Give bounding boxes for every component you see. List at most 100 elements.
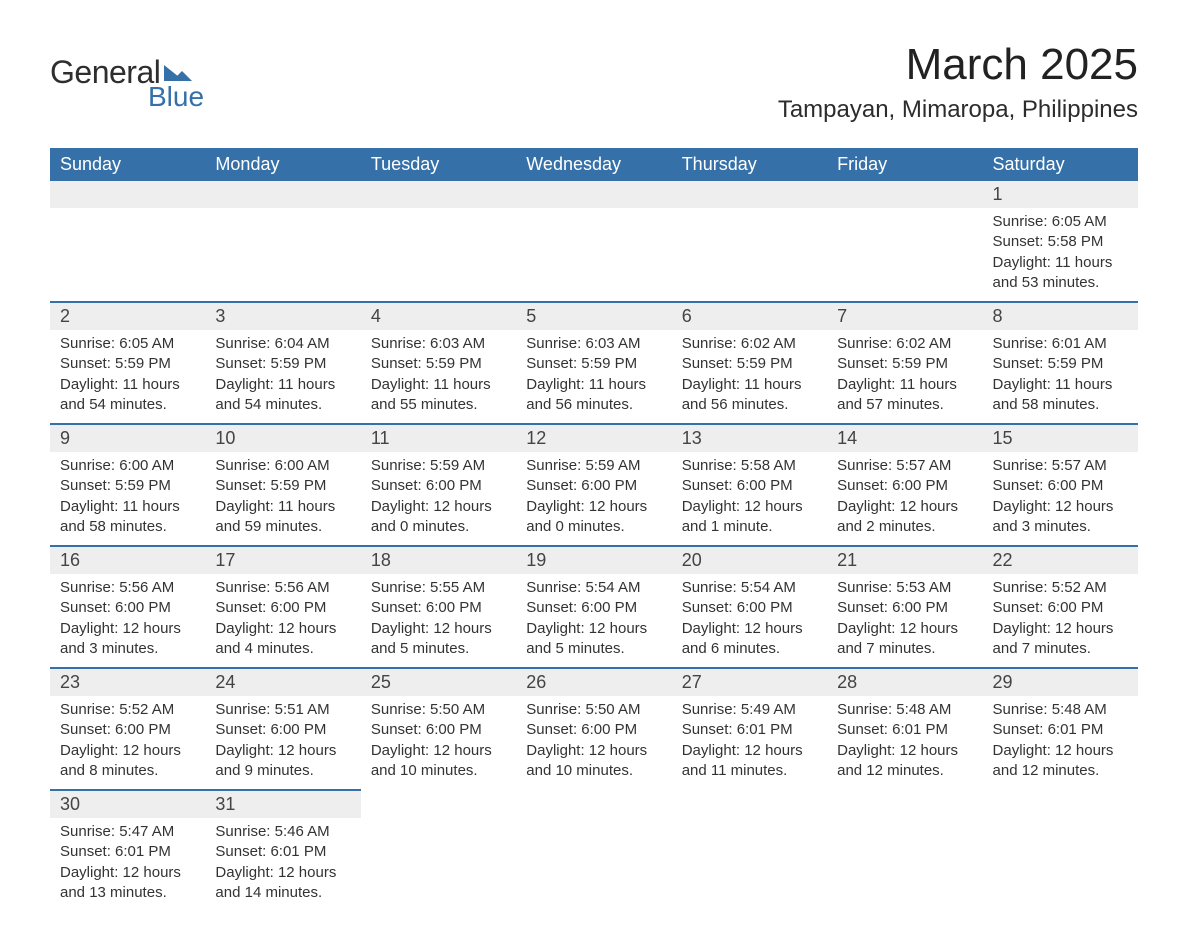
day-daylight1: Daylight: 12 hours <box>215 741 350 761</box>
day-daylight1: Daylight: 11 hours <box>837 375 972 395</box>
day-daylight1: Daylight: 11 hours <box>526 375 661 395</box>
day-number: 2 <box>60 306 70 326</box>
day-daylight2: and 11 minutes. <box>682 761 817 781</box>
day-number-cell <box>827 790 982 818</box>
day-sunrise: Sunrise: 6:05 AM <box>993 212 1128 232</box>
weekday-thursday: Thursday <box>672 148 827 181</box>
day-daylight1: Daylight: 11 hours <box>993 375 1128 395</box>
day-daylight2: and 10 minutes. <box>526 761 661 781</box>
day-sunset: Sunset: 6:00 PM <box>60 598 195 618</box>
day-number-cell: 9 <box>50 424 205 452</box>
day-number: 4 <box>371 306 381 326</box>
day-content-cell <box>516 818 671 911</box>
day-sunset: Sunset: 5:59 PM <box>526 354 661 374</box>
day-sunset: Sunset: 5:59 PM <box>993 354 1128 374</box>
day-daylight2: and 7 minutes. <box>993 639 1128 659</box>
day-number: 27 <box>682 672 702 692</box>
month-title: March 2025 <box>778 40 1138 90</box>
day-sunrise: Sunrise: 5:52 AM <box>60 700 195 720</box>
day-number: 24 <box>215 672 235 692</box>
week-content-row: Sunrise: 6:05 AMSunset: 5:58 PMDaylight:… <box>50 208 1138 302</box>
day-content-cell: Sunrise: 5:55 AMSunset: 6:00 PMDaylight:… <box>361 574 516 668</box>
day-number: 6 <box>682 306 692 326</box>
day-sunset: Sunset: 6:01 PM <box>682 720 817 740</box>
day-sunrise: Sunrise: 5:56 AM <box>60 578 195 598</box>
day-content-cell: Sunrise: 6:02 AMSunset: 5:59 PMDaylight:… <box>672 330 827 424</box>
day-content-cell: Sunrise: 5:53 AMSunset: 6:00 PMDaylight:… <box>827 574 982 668</box>
day-daylight1: Daylight: 12 hours <box>682 619 817 639</box>
day-daylight1: Daylight: 11 hours <box>60 497 195 517</box>
day-number-cell: 31 <box>205 790 360 818</box>
day-number: 30 <box>60 794 80 814</box>
calendar-table: Sunday Monday Tuesday Wednesday Thursday… <box>50 148 1138 911</box>
day-content-cell: Sunrise: 5:50 AMSunset: 6:00 PMDaylight:… <box>516 696 671 790</box>
day-number-cell <box>827 181 982 208</box>
day-sunrise: Sunrise: 6:00 AM <box>215 456 350 476</box>
location: Tampayan, Mimaropa, Philippines <box>778 96 1138 124</box>
day-daylight2: and 4 minutes. <box>215 639 350 659</box>
day-content-cell: Sunrise: 5:52 AMSunset: 6:00 PMDaylight:… <box>50 696 205 790</box>
day-daylight2: and 12 minutes. <box>993 761 1128 781</box>
day-number-cell: 26 <box>516 668 671 696</box>
day-daylight1: Daylight: 12 hours <box>837 497 972 517</box>
day-daylight1: Daylight: 12 hours <box>60 741 195 761</box>
day-number: 26 <box>526 672 546 692</box>
day-daylight2: and 58 minutes. <box>60 517 195 537</box>
day-daylight1: Daylight: 12 hours <box>215 863 350 883</box>
day-sunset: Sunset: 6:01 PM <box>60 842 195 862</box>
day-sunrise: Sunrise: 5:51 AM <box>215 700 350 720</box>
day-content-cell <box>361 208 516 302</box>
day-sunset: Sunset: 6:00 PM <box>371 598 506 618</box>
day-sunrise: Sunrise: 5:47 AM <box>60 822 195 842</box>
day-sunset: Sunset: 6:00 PM <box>526 720 661 740</box>
day-sunrise: Sunrise: 5:53 AM <box>837 578 972 598</box>
day-number-cell <box>672 181 827 208</box>
day-number-cell: 8 <box>983 302 1138 330</box>
day-number-cell: 21 <box>827 546 982 574</box>
day-daylight1: Daylight: 12 hours <box>682 497 817 517</box>
day-daylight2: and 8 minutes. <box>60 761 195 781</box>
header: General Blue March 2025 Tampayan, Mimaro… <box>50 40 1138 124</box>
day-content-cell: Sunrise: 5:49 AMSunset: 6:01 PMDaylight:… <box>672 696 827 790</box>
day-daylight2: and 0 minutes. <box>526 517 661 537</box>
day-number-cell: 3 <box>205 302 360 330</box>
day-number-cell: 16 <box>50 546 205 574</box>
day-content-cell <box>672 208 827 302</box>
day-number-cell: 12 <box>516 424 671 452</box>
day-sunrise: Sunrise: 5:59 AM <box>526 456 661 476</box>
day-daylight1: Daylight: 12 hours <box>993 619 1128 639</box>
day-daylight2: and 59 minutes. <box>215 517 350 537</box>
day-number-cell: 6 <box>672 302 827 330</box>
day-daylight1: Daylight: 12 hours <box>371 741 506 761</box>
day-number: 10 <box>215 428 235 448</box>
day-number: 15 <box>993 428 1013 448</box>
week-content-row: Sunrise: 6:05 AMSunset: 5:59 PMDaylight:… <box>50 330 1138 424</box>
day-number-cell: 24 <box>205 668 360 696</box>
day-number-cell: 14 <box>827 424 982 452</box>
day-sunset: Sunset: 6:01 PM <box>215 842 350 862</box>
day-content-cell: Sunrise: 6:05 AMSunset: 5:58 PMDaylight:… <box>983 208 1138 302</box>
day-number-cell: 22 <box>983 546 1138 574</box>
day-sunrise: Sunrise: 5:57 AM <box>993 456 1128 476</box>
day-number-cell: 2 <box>50 302 205 330</box>
day-sunset: Sunset: 6:00 PM <box>215 720 350 740</box>
day-daylight1: Daylight: 12 hours <box>371 619 506 639</box>
day-daylight2: and 13 minutes. <box>60 883 195 903</box>
day-number-cell <box>983 790 1138 818</box>
day-sunrise: Sunrise: 5:54 AM <box>526 578 661 598</box>
day-daylight2: and 55 minutes. <box>371 395 506 415</box>
day-sunset: Sunset: 6:00 PM <box>837 476 972 496</box>
day-content-cell: Sunrise: 5:59 AMSunset: 6:00 PMDaylight:… <box>516 452 671 546</box>
day-number-cell: 13 <box>672 424 827 452</box>
day-number: 9 <box>60 428 70 448</box>
day-content-cell: Sunrise: 5:56 AMSunset: 6:00 PMDaylight:… <box>205 574 360 668</box>
day-sunset: Sunset: 5:59 PM <box>215 354 350 374</box>
day-content-cell <box>50 208 205 302</box>
logo-text-general: General <box>50 54 160 91</box>
day-daylight1: Daylight: 11 hours <box>215 497 350 517</box>
day-content-cell: Sunrise: 5:57 AMSunset: 6:00 PMDaylight:… <box>983 452 1138 546</box>
day-number-cell: 18 <box>361 546 516 574</box>
day-daylight1: Daylight: 12 hours <box>993 497 1128 517</box>
day-number-cell <box>361 181 516 208</box>
day-sunrise: Sunrise: 6:02 AM <box>837 334 972 354</box>
